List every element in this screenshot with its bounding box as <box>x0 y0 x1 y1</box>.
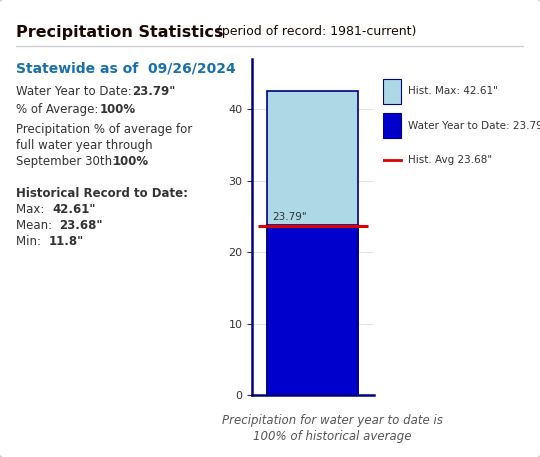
Text: Statewide as of  09/26/2024: Statewide as of 09/26/2024 <box>16 62 236 76</box>
Text: 23.79": 23.79" <box>272 213 307 223</box>
Text: Max:: Max: <box>16 203 48 216</box>
Text: 100%: 100% <box>112 155 148 168</box>
Text: Hist. Max: 42.61": Hist. Max: 42.61" <box>408 86 498 96</box>
Bar <box>383 113 401 138</box>
Bar <box>383 79 401 104</box>
Bar <box>267 225 359 395</box>
Text: Precipitation for water year to date is: Precipitation for water year to date is <box>221 414 443 427</box>
Text: Historical Record to Date:: Historical Record to Date: <box>16 187 188 200</box>
Text: Hist. Avg 23.68": Hist. Avg 23.68" <box>408 155 492 165</box>
Text: full water year through: full water year through <box>16 139 153 152</box>
Text: 23.79": 23.79" <box>132 85 176 97</box>
Text: 11.8": 11.8" <box>49 235 84 248</box>
Text: Water Year to Date: 23.79": Water Year to Date: 23.79" <box>408 121 540 131</box>
Text: September 30th:: September 30th: <box>16 155 120 168</box>
Text: Mean:: Mean: <box>16 219 56 232</box>
Text: 100%: 100% <box>100 103 136 116</box>
Text: Min:: Min: <box>16 235 45 248</box>
Text: Precipitation Statistics: Precipitation Statistics <box>16 25 224 40</box>
Text: 42.61": 42.61" <box>53 203 97 216</box>
Text: 23.68": 23.68" <box>59 219 103 232</box>
Text: (period of record: 1981-current): (period of record: 1981-current) <box>213 25 417 38</box>
Text: % of Average:: % of Average: <box>16 103 102 116</box>
Bar <box>267 91 359 395</box>
Text: 100% of historical average: 100% of historical average <box>253 430 411 443</box>
Text: Water Year to Date:: Water Year to Date: <box>16 85 136 97</box>
Text: Precipitation % of average for: Precipitation % of average for <box>16 123 192 136</box>
